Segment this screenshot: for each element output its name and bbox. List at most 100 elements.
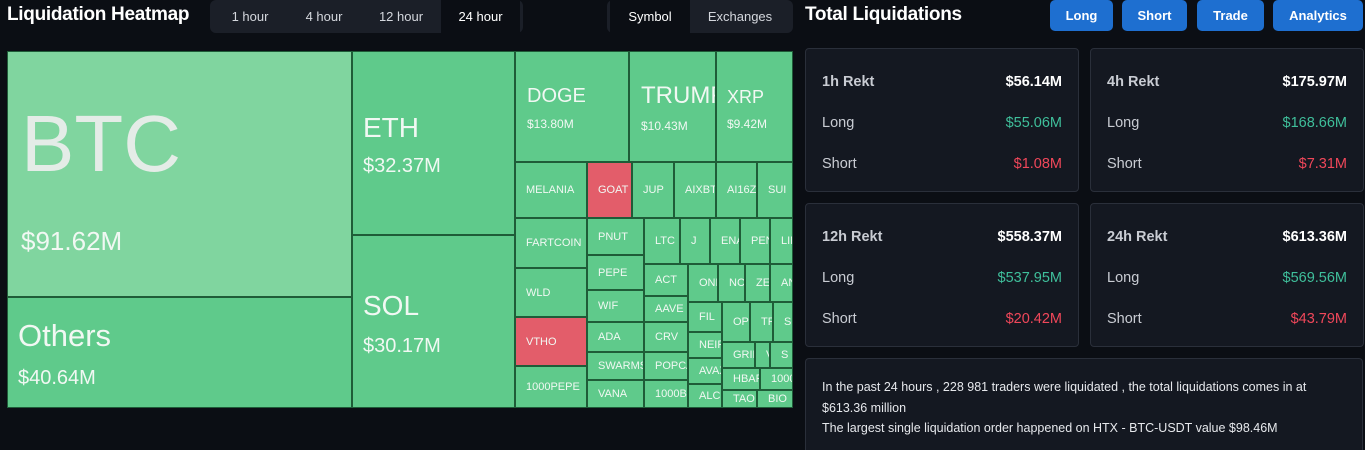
tile[interactable]: SC [773, 302, 793, 342]
tile-label: TRUMP [641, 82, 715, 109]
tile[interactable]: CRV [644, 322, 688, 352]
button[interactable]: Short [1122, 0, 1187, 31]
tile[interactable]: XRP $9.42M [716, 51, 793, 162]
tile[interactable]: BTC $91.62M [7, 51, 352, 297]
tile[interactable]: DOGE $13.80M [515, 51, 629, 162]
tile[interactable]: JUP [632, 162, 674, 218]
tile[interactable]: PENGU [740, 218, 770, 264]
tile[interactable]: AIXBT [674, 162, 716, 218]
tile[interactable]: GRIF [722, 342, 755, 368]
button[interactable]: Trade [1197, 0, 1264, 31]
tab[interactable]: Symbol [610, 0, 690, 33]
tile[interactable]: LINK [770, 218, 793, 264]
tile-value: $13.80M [527, 117, 574, 131]
stat-value: $56.14M [1005, 74, 1062, 90]
page-title: Liquidation Heatmap [7, 4, 190, 25]
tile[interactable]: ACT [644, 264, 688, 296]
tile[interactable]: PEPE [587, 255, 644, 290]
tile[interactable]: MELANIA [515, 162, 587, 218]
tile[interactable]: J [680, 218, 710, 264]
tile[interactable]: AAVE [644, 296, 688, 322]
stat-label: Short [822, 156, 857, 172]
treemap: BTC $91.62M Others $40.64M ETH $32.37M SOL $30.… [7, 51, 793, 408]
tile[interactable]: ENA [710, 218, 740, 264]
tile[interactable]: NC [718, 264, 745, 302]
stat-row: Long $537.95M [822, 270, 1062, 286]
tile[interactable]: ZE [745, 264, 770, 302]
tile-label: SOL [363, 290, 420, 321]
tile[interactable]: SUI [757, 162, 793, 218]
tile[interactable]: AN [770, 264, 793, 302]
stat-label: Long [1107, 270, 1140, 286]
tile[interactable]: TRUMP $10.43M [629, 51, 716, 162]
stat-label: 4h Rekt [1107, 74, 1160, 90]
stat-label: Long [822, 115, 855, 131]
stat-card: 1h Rekt $56.14M Long $55.06M Short $1.08M [805, 48, 1079, 192]
stat-value: $43.79M [1290, 311, 1347, 327]
tile[interactable]: Others $40.64M [7, 297, 352, 408]
stat-value: $168.66M [1282, 115, 1348, 131]
tile[interactable]: POPCAT [644, 352, 688, 380]
tile[interactable]: SWARMS [587, 352, 644, 380]
tile[interactable]: AI16Z [716, 162, 757, 218]
stat-value: $175.97M [1282, 74, 1348, 90]
stat-row: 24h Rekt $613.36M [1107, 229, 1347, 245]
tile[interactable]: ONDO [688, 264, 718, 302]
stat-label: Short [822, 311, 857, 327]
tile[interactable]: VANA [587, 380, 644, 408]
view-tabs: Symbol Exchanges [607, 0, 793, 33]
tile-value: $30.17M [363, 335, 441, 357]
tile[interactable]: V [755, 342, 770, 368]
tile[interactable]: 1000B [644, 380, 688, 408]
stat-label: Short [1107, 311, 1142, 327]
stat-row: 12h Rekt $558.37M [822, 229, 1062, 245]
tile[interactable]: HBAR [722, 368, 760, 390]
section-title: Total Liquidations [805, 4, 962, 25]
note: In the past 24 hours , 228 981 traders w… [805, 358, 1363, 450]
tile[interactable]: 1000S [760, 368, 793, 390]
stat-row: Short $20.42M [822, 311, 1062, 327]
stat-card: 12h Rekt $558.37M Long $537.95M Short $20.42M [805, 203, 1079, 347]
tile[interactable]: GOAT [587, 162, 632, 218]
stat-card: 24h Rekt $613.36M Long $569.56M Short $43.79M [1090, 203, 1364, 347]
stat-label: Long [822, 270, 855, 286]
tile-label: DOGE [527, 85, 586, 107]
tile[interactable]: 1000PEPE [515, 366, 587, 408]
stat-value: $569.56M [1282, 270, 1348, 286]
tile[interactable]: BIO [757, 390, 793, 408]
note-line: The largest single liquidation order hap… [822, 421, 1278, 435]
tab[interactable]: 4 hour [305, 9, 343, 24]
tile[interactable]: ETH $32.37M [352, 51, 515, 235]
tile[interactable]: SOL $30.17M [352, 235, 515, 408]
tile[interactable]: FARTCOIN [515, 218, 587, 268]
tile[interactable]: AVAX [688, 358, 722, 384]
tile-value: $9.42M [727, 117, 768, 131]
tile[interactable]: FIL [688, 302, 722, 332]
tile[interactable]: S [770, 342, 793, 368]
stat-row: Short $43.79M [1107, 311, 1347, 327]
stat-card: 4h Rekt $175.97M Long $168.66M Short $7.31M [1090, 48, 1364, 192]
tile[interactable]: TAO [722, 390, 757, 408]
tile[interactable]: NEIRO [688, 332, 722, 358]
stat-value: $7.31M [1298, 156, 1347, 172]
tile[interactable]: OP [722, 302, 750, 342]
tab[interactable]: 1 hour [231, 9, 269, 24]
button[interactable]: Analytics [1273, 0, 1363, 31]
button[interactable]: Long [1050, 0, 1113, 31]
tile[interactable]: WLD [515, 268, 587, 317]
tile[interactable]: VTHO [515, 317, 587, 366]
tile[interactable]: ADA [587, 322, 644, 352]
tile[interactable]: LTC [644, 218, 680, 264]
tab[interactable]: Exchanges [707, 9, 773, 24]
stat-row: Long $168.66M [1107, 115, 1347, 131]
tile[interactable]: ALCH [688, 384, 722, 408]
tab[interactable]: 24 hour [441, 0, 520, 33]
tile-label: ETH [363, 112, 419, 143]
tab[interactable]: 12 hour [378, 9, 424, 24]
tile[interactable]: WIF [587, 290, 644, 322]
tile[interactable]: TR [750, 302, 773, 342]
tile[interactable]: PNUT [587, 218, 644, 255]
stat-value: $537.95M [997, 270, 1063, 286]
stat-label: 24h Rekt [1107, 229, 1168, 245]
timeframe-tabs: 1 hour 4 hour 12 hour 24 hour [210, 0, 523, 33]
